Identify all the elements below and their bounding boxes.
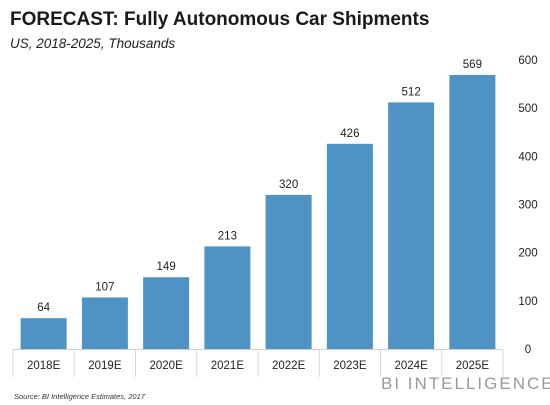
chart-title: FORECAST: Fully Autonomous Car Shipments xyxy=(10,9,430,30)
x-tick-label: 2022E xyxy=(272,360,306,372)
bar xyxy=(20,318,67,349)
bar xyxy=(204,246,251,349)
data-label: 320 xyxy=(279,179,298,191)
x-tick-label: 2019E xyxy=(88,360,122,372)
source-note: Source: BI Intelligence Estimates, 2017 xyxy=(14,392,145,401)
y-tick-label: 0 xyxy=(525,344,531,356)
data-label: 512 xyxy=(402,86,421,98)
x-tick-label: 2025E xyxy=(456,360,490,372)
y-tick-label: 500 xyxy=(518,103,537,115)
y-tick-label: 200 xyxy=(518,248,537,260)
data-label: 213 xyxy=(218,230,237,242)
y-tick-label: 600 xyxy=(518,55,537,67)
y-tick-label: 300 xyxy=(518,200,537,212)
brand-logo: BI INTELLIGENCE xyxy=(381,374,550,393)
x-tick-label: 2018E xyxy=(27,360,61,372)
data-label: 107 xyxy=(95,281,114,293)
x-tick-label: 2021E xyxy=(211,360,245,372)
x-tick-label: 2020E xyxy=(149,360,183,372)
x-tick-label: 2024E xyxy=(394,360,428,372)
x-tick-label: 2023E xyxy=(333,360,367,372)
bar xyxy=(265,194,312,349)
y-tick-label: 400 xyxy=(518,151,537,163)
bar xyxy=(143,277,190,349)
bar xyxy=(326,143,373,349)
bar xyxy=(449,74,496,349)
data-label: 569 xyxy=(463,59,482,71)
data-label: 149 xyxy=(157,261,176,273)
bar xyxy=(81,297,128,349)
data-label: 426 xyxy=(340,128,359,140)
chart-subtitle: US, 2018-2025, Thousands xyxy=(10,36,176,51)
bar xyxy=(388,102,435,350)
data-label: 64 xyxy=(37,302,50,314)
y-tick-label: 100 xyxy=(518,296,537,308)
